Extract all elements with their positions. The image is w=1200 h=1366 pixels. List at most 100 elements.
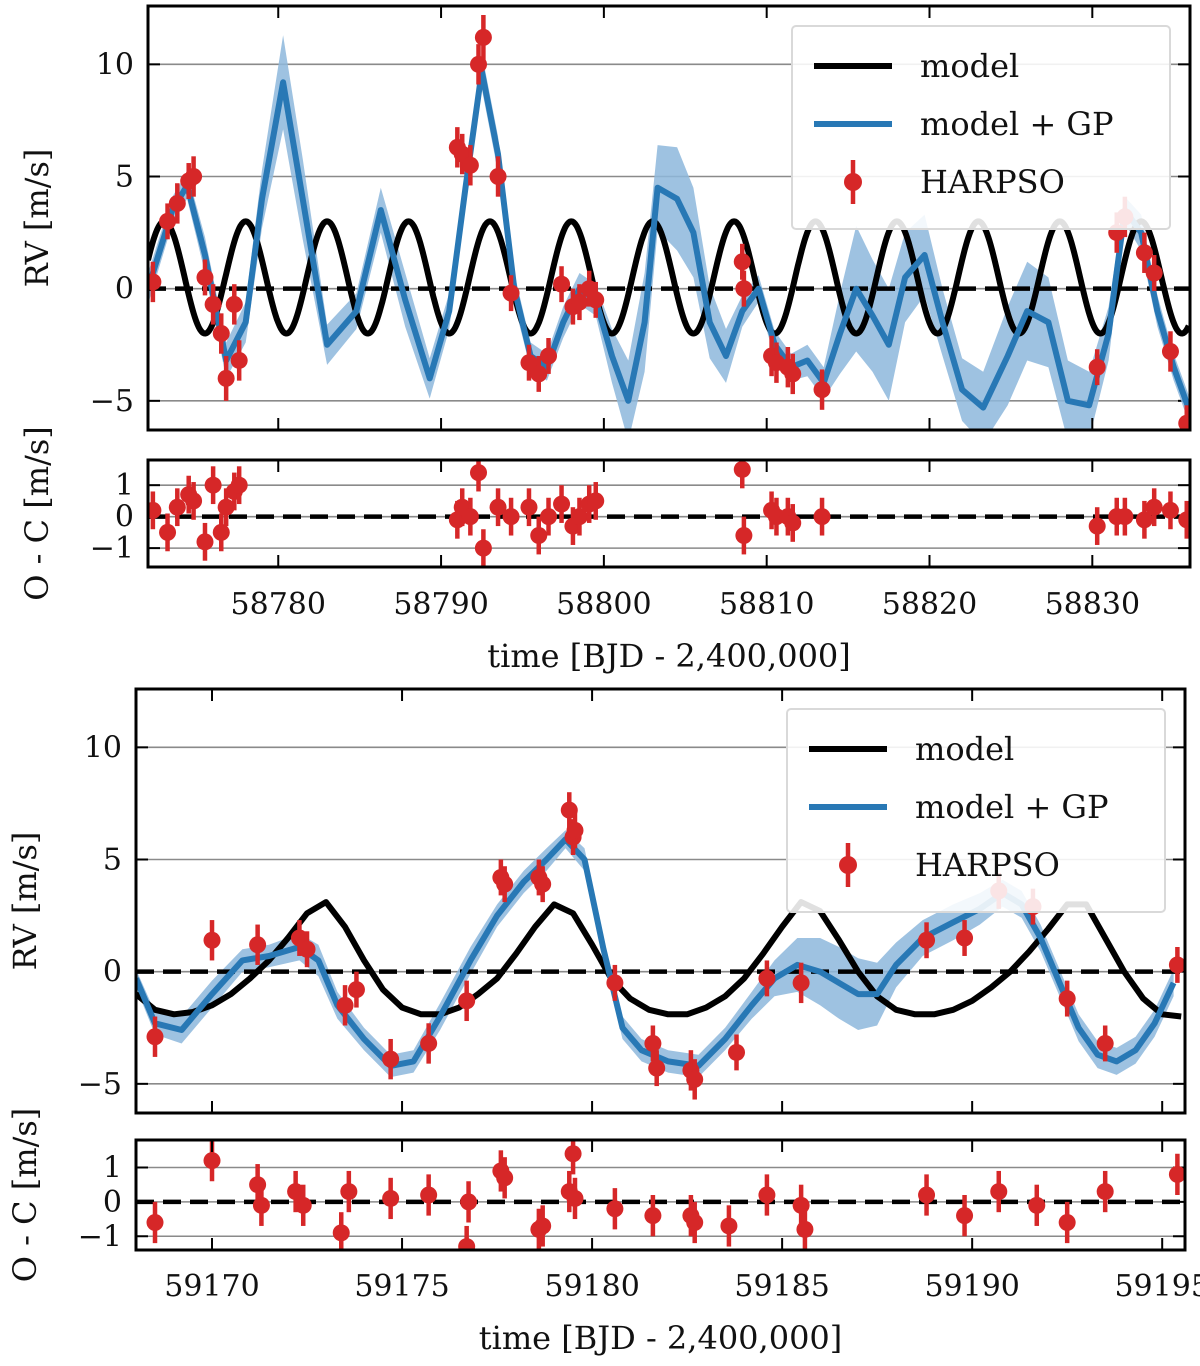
rv-point	[196, 268, 214, 286]
res-point	[474, 539, 492, 557]
res-point	[796, 1220, 814, 1238]
res-point	[196, 533, 214, 551]
res-point	[489, 498, 507, 516]
res-point	[918, 1186, 936, 1204]
legend-label: model	[915, 730, 1014, 768]
res-point	[956, 1207, 974, 1225]
rv-point	[1058, 990, 1076, 1008]
res-point	[460, 1193, 478, 1211]
rv-point	[474, 28, 492, 46]
rv-ytick-label: 10	[84, 730, 122, 765]
rv-point	[1096, 1034, 1114, 1052]
res-axes-frame	[134, 1138, 1187, 1252]
legend-label: HARPSO	[920, 163, 1065, 201]
rv-point	[225, 295, 243, 313]
rv-point	[813, 381, 831, 399]
res-point	[212, 523, 230, 541]
res-point	[470, 464, 488, 482]
res-point	[203, 1152, 221, 1170]
xtick-label: 59195	[1114, 1269, 1200, 1304]
legend-box	[786, 708, 1166, 913]
rv-point	[520, 354, 538, 372]
res-point	[1096, 1183, 1114, 1201]
rv-point	[298, 940, 316, 958]
rv-point	[792, 974, 810, 992]
rv-point	[489, 167, 507, 185]
res-point	[1088, 517, 1106, 535]
res-point	[566, 1189, 584, 1207]
res-point	[1161, 501, 1179, 519]
rv-point	[570, 293, 588, 311]
res-ytick-label: 0	[115, 500, 134, 535]
res-point	[1168, 1165, 1185, 1183]
res-point	[502, 508, 520, 526]
rv-point	[758, 969, 776, 987]
res-point	[1135, 511, 1153, 529]
res-ylabel: O - C [m/s]	[6, 1108, 44, 1283]
rv-point	[146, 1028, 164, 1046]
legend-swatch-harpso-point	[844, 173, 862, 191]
rv-point	[420, 1034, 438, 1052]
rv-point	[1161, 342, 1179, 360]
rv-point	[470, 55, 488, 73]
rv-point	[458, 992, 476, 1010]
res-point	[217, 498, 235, 516]
rv-ylabel: RV [m/s]	[6, 832, 44, 971]
legend-label: model + GP	[920, 105, 1114, 143]
rv-ytick-label: 5	[115, 159, 134, 194]
rv-point	[336, 996, 354, 1014]
xlabel: time [BJD - 2,400,000]	[479, 1319, 843, 1357]
rv-point	[587, 291, 605, 309]
res-point	[146, 1214, 164, 1231]
rv-point	[566, 821, 584, 839]
res-point	[420, 1186, 438, 1204]
res-point	[733, 460, 751, 478]
rv-point	[1178, 414, 1190, 430]
res-ytick-label: 0	[103, 1185, 122, 1220]
res-point	[340, 1183, 358, 1201]
res-point	[185, 492, 203, 510]
res-point	[382, 1189, 400, 1207]
xtick-label: 58800	[556, 587, 651, 622]
rv-point	[496, 875, 514, 893]
rv-axes-frame	[146, 4, 1192, 432]
rv-point	[686, 1070, 704, 1088]
rv-point	[1145, 264, 1163, 282]
res-plot-area	[136, 1140, 1185, 1250]
xtick-label: 58780	[231, 587, 326, 622]
res-point	[758, 1186, 776, 1204]
res-point	[294, 1196, 312, 1214]
rv-point	[956, 929, 974, 947]
res-point	[1058, 1214, 1076, 1231]
res-point	[1028, 1196, 1046, 1214]
res-point	[553, 495, 571, 513]
xtick-label: 58830	[1045, 587, 1140, 622]
res-point	[458, 1238, 476, 1250]
xtick-label: 59180	[544, 1269, 639, 1304]
res-point	[1116, 508, 1134, 526]
res-point	[540, 508, 558, 526]
xtick-label: 59170	[164, 1269, 259, 1304]
res-axes-frame	[146, 458, 1192, 569]
rv-point	[168, 194, 186, 212]
rv-point	[1088, 358, 1106, 376]
rv-point	[728, 1043, 746, 1061]
legend-label: HARPSO	[915, 846, 1060, 884]
res-point	[644, 1207, 662, 1225]
xtick-label: 59185	[734, 1269, 829, 1304]
xtick-label: 58820	[882, 587, 977, 622]
res-point	[534, 1217, 552, 1235]
rv-ytick-label: 0	[103, 955, 122, 990]
res-point	[461, 508, 479, 526]
rv-point	[606, 974, 624, 992]
xtick-label: 58810	[719, 587, 814, 622]
res-ytick-label: 1	[115, 468, 134, 503]
rv-ytick-label: 5	[103, 842, 122, 877]
xtick-label: 58790	[393, 587, 488, 622]
res-ylabel: O - C [m/s]	[18, 426, 56, 601]
rv-point	[735, 280, 753, 298]
